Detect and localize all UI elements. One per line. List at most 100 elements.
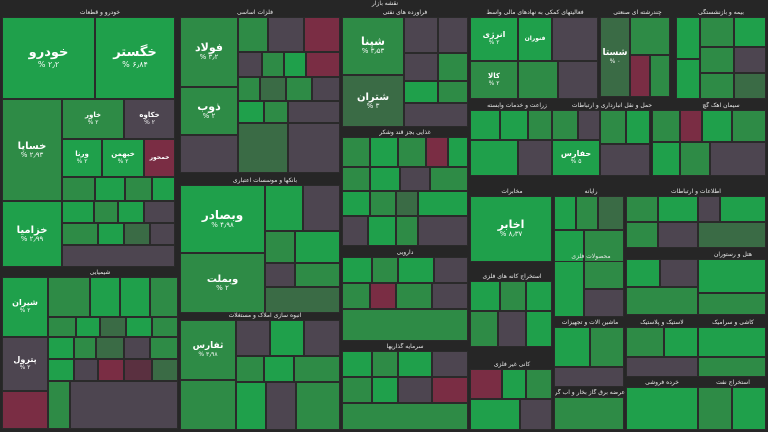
tile-small[interactable] [370, 137, 398, 167]
tile-small[interactable] [578, 110, 600, 140]
tile-small[interactable] [520, 399, 552, 430]
tile-small[interactable] [126, 317, 152, 337]
tile-small[interactable] [500, 281, 526, 311]
tile-small[interactable] [342, 257, 372, 283]
tile-small[interactable] [700, 73, 734, 99]
tile-small[interactable] [710, 142, 766, 176]
tile-small[interactable] [734, 47, 766, 73]
tile-small[interactable] [558, 61, 598, 99]
tile-khbahman[interactable]: خبهمن ۲ % [102, 139, 144, 177]
tile-small[interactable] [180, 135, 238, 173]
tile-small[interactable] [448, 137, 468, 167]
tile-small[interactable] [518, 61, 558, 99]
tile-small[interactable] [396, 191, 418, 216]
tile-small[interactable] [295, 231, 340, 263]
tile-small[interactable] [396, 216, 418, 246]
tile-small[interactable] [48, 381, 70, 429]
tile-kharamia[interactable]: خزامیا ۲٫۹۹ % [2, 201, 62, 267]
tile-foolad[interactable]: فولاد ۳٫۲ % [180, 17, 238, 87]
tile-zob[interactable]: ذوب ۲ % [180, 87, 238, 135]
tile-small[interactable] [368, 216, 396, 246]
tile-small[interactable] [554, 261, 584, 317]
tile-small[interactable] [658, 196, 698, 222]
tile-small[interactable] [150, 277, 178, 317]
tile-small[interactable] [732, 387, 766, 430]
tile-small[interactable] [264, 101, 288, 123]
tile-small[interactable] [664, 327, 698, 357]
tile-small[interactable] [238, 17, 268, 52]
tile-small[interactable] [598, 196, 624, 230]
tile-small[interactable] [720, 196, 766, 222]
tile-small[interactable] [304, 320, 340, 356]
tile-small[interactable] [236, 382, 266, 430]
tile-small[interactable] [396, 283, 432, 309]
tile-small[interactable] [470, 140, 518, 176]
tile-small[interactable] [432, 377, 468, 403]
tile-small[interactable] [552, 17, 598, 61]
tile-small[interactable] [342, 283, 370, 309]
tile-small[interactable] [526, 369, 552, 399]
tile-small[interactable] [96, 337, 124, 359]
tile-small[interactable] [266, 382, 296, 430]
tile-small[interactable] [700, 17, 734, 47]
tile-small[interactable] [698, 259, 766, 293]
tile-shiran[interactable]: شیران ۲ % [2, 277, 48, 337]
tile-fanavaran[interactable]: فنوران [518, 17, 552, 61]
tile-small[interactable] [48, 317, 76, 337]
tile-small[interactable] [342, 351, 372, 377]
tile-small[interactable] [652, 142, 680, 176]
tile-small[interactable] [702, 110, 732, 142]
tile-small[interactable] [90, 277, 120, 317]
tile-small[interactable] [432, 351, 468, 377]
tile-small[interactable] [294, 356, 340, 382]
tile-khesapa[interactable]: خساپا ۲٫۹۳ % [2, 99, 62, 201]
tile-small[interactable] [152, 359, 178, 381]
tile-small[interactable] [418, 191, 468, 216]
tile-small[interactable] [470, 399, 520, 430]
tile-small[interactable] [48, 359, 74, 381]
tile-small[interactable] [630, 55, 650, 97]
tile-small[interactable] [698, 327, 766, 357]
tile-small[interactable] [125, 177, 152, 201]
tile-small[interactable] [584, 261, 624, 289]
tile-vorna[interactable]: ورنا ۲ % [62, 139, 102, 177]
tile-small[interactable] [372, 377, 398, 403]
tile-anarj[interactable]: انرژی ۲ % [470, 17, 518, 61]
tile-small[interactable] [94, 201, 118, 223]
tile-small[interactable] [144, 201, 175, 223]
tile-small[interactable] [528, 110, 552, 140]
tile-small[interactable] [576, 196, 598, 230]
tile-small[interactable] [438, 17, 468, 53]
tile-small[interactable] [74, 359, 98, 381]
tile-hafarse[interactable]: حفارس ۵ % [552, 140, 600, 176]
tile-small[interactable] [430, 167, 468, 191]
tile-small[interactable] [698, 387, 732, 430]
tile-khomehvar[interactable]: خمحور [144, 139, 175, 177]
tile-small[interactable] [626, 387, 698, 430]
tile-small[interactable] [398, 377, 432, 403]
tile-small[interactable] [470, 281, 500, 311]
tile-small[interactable] [700, 47, 734, 73]
tile-small[interactable] [236, 356, 264, 382]
tile-small[interactable] [180, 380, 236, 430]
tile-shetran[interactable]: شتران ۳ % [342, 75, 404, 127]
tile-small[interactable] [288, 101, 340, 123]
tile-khatoka[interactable]: خکاوه ۲ % [124, 99, 175, 139]
tile-small[interactable] [265, 263, 295, 287]
tile-small[interactable] [306, 52, 340, 77]
tile-small[interactable] [590, 327, 624, 367]
tile-small[interactable] [404, 81, 438, 103]
tile-small[interactable] [502, 369, 526, 399]
tile-small[interactable] [438, 53, 468, 81]
tile-vebsader[interactable]: وبصادر ۴٫۹۸ % [180, 185, 265, 253]
tile-small[interactable] [734, 17, 766, 47]
tile-small[interactable] [238, 52, 262, 77]
tile-small[interactable] [698, 357, 766, 377]
tile-small[interactable] [498, 311, 526, 347]
tile-small[interactable] [372, 257, 398, 283]
tile-small[interactable] [48, 277, 90, 317]
tile-small[interactable] [2, 391, 48, 429]
tile-small[interactable] [630, 17, 670, 55]
tile-small[interactable] [732, 110, 766, 142]
tile-small[interactable] [584, 289, 624, 317]
